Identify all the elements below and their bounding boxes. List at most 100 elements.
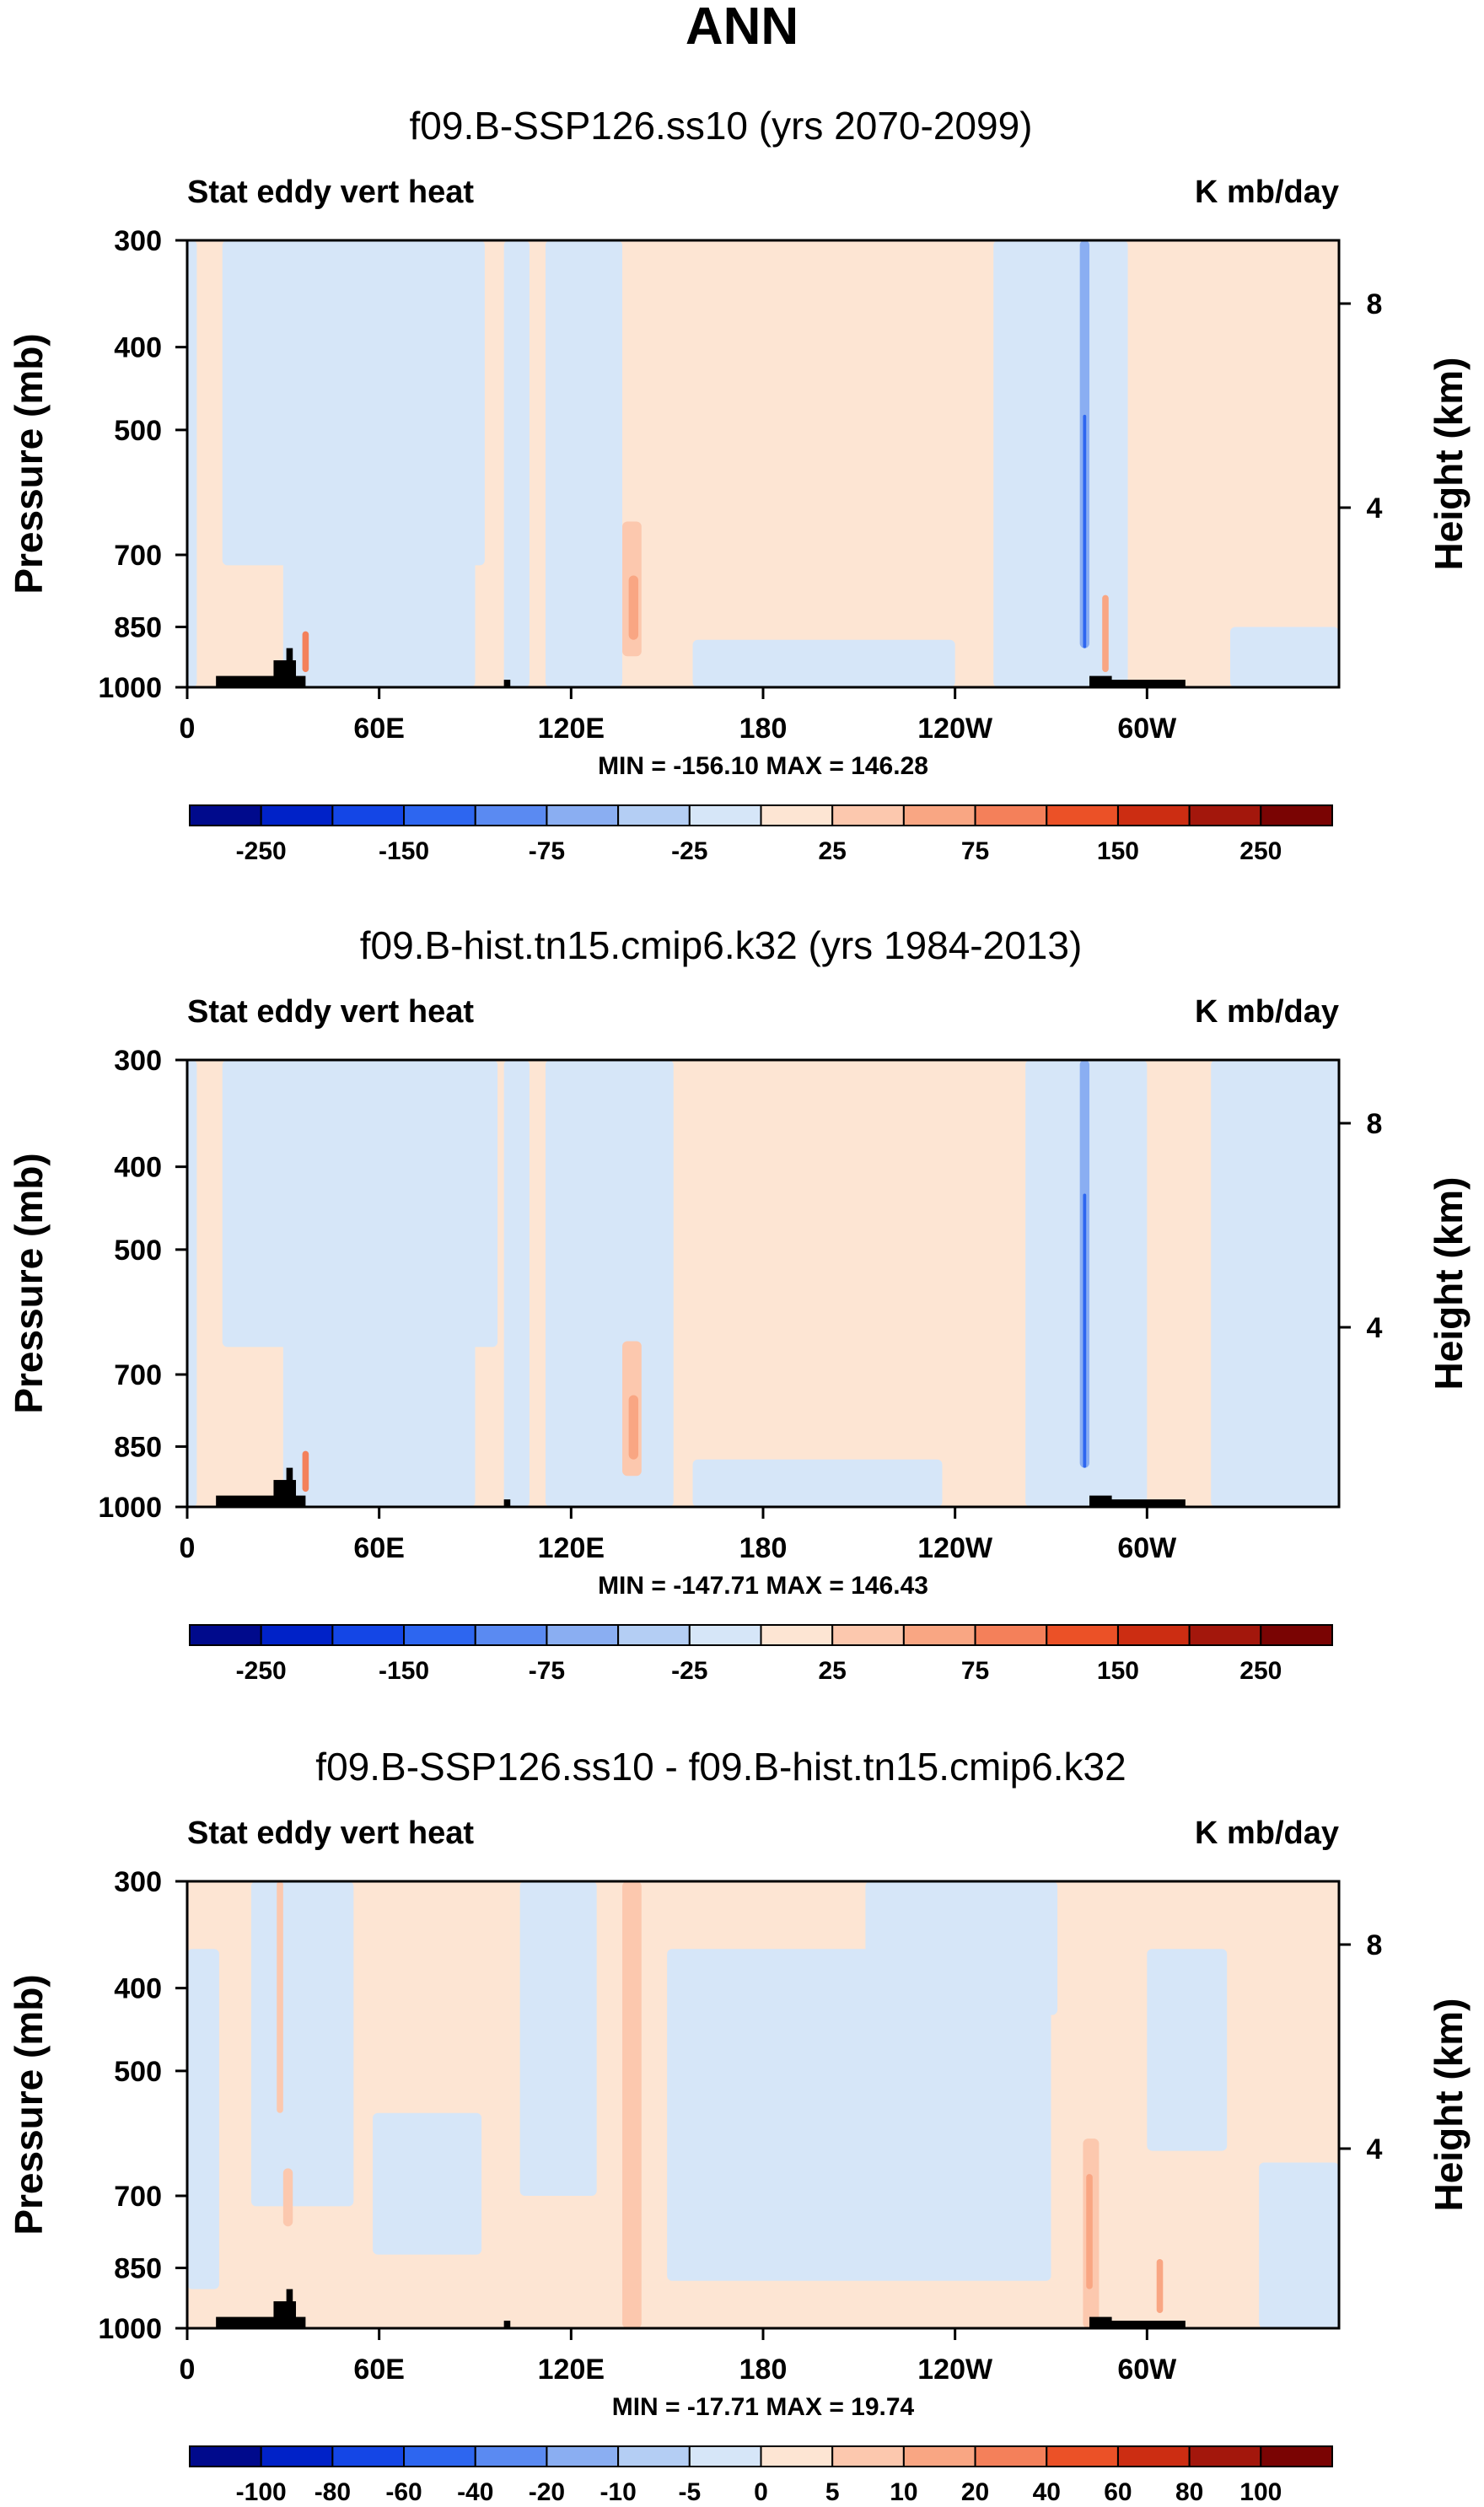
colorbar-label: -250 (236, 837, 287, 865)
variable-label: Stat eddy vert heat (187, 1816, 474, 1851)
y-tick-label: 700 (114, 2181, 162, 2213)
panel-title: f09.B-hist.tn15.cmip6.k32 (yrs 1984-2013… (360, 923, 1083, 967)
colorbar-swatch (760, 1624, 834, 1646)
colorbar-swatch (974, 1624, 1048, 1646)
y-tick-label: 300 (114, 225, 162, 257)
colorbar-label: 60 (1104, 2478, 1132, 2506)
contour-region (503, 1060, 530, 1507)
contour-region (282, 240, 476, 687)
colorbar-label: -10 (600, 2478, 636, 2506)
contour-region (277, 1881, 283, 2113)
x-tick-label: 120E (538, 713, 605, 745)
x-tick-label: 180 (739, 2354, 788, 2386)
terrain-mask (1102, 1499, 1186, 1507)
colorbar-swatch (546, 1624, 620, 1646)
colorbar-label: 75 (961, 1657, 989, 1685)
y-tick-label: 500 (114, 1235, 162, 1267)
colorbar-swatch (760, 804, 834, 826)
contour-region (667, 1949, 1051, 2281)
colorbar-label: -40 (457, 2478, 493, 2506)
y-axis-title: Pressure (mb) (7, 1153, 51, 1413)
colorbar-swatch (189, 1624, 262, 1646)
colorbar-swatch (403, 804, 476, 826)
colorbar-swatch (902, 2445, 976, 2467)
colorbar-label: 0 (754, 2478, 768, 2506)
contour-region (519, 1881, 597, 2196)
colorbar-label: 100 (1239, 2478, 1282, 2506)
colorbar-swatch (1260, 2445, 1333, 2467)
colorbar-swatch (331, 2445, 406, 2467)
y2-tick-label: 8 (1367, 1108, 1383, 1140)
colorbar-swatch (474, 804, 548, 826)
colorbar-swatch (1188, 804, 1262, 826)
colorbar-label: 250 (1239, 837, 1282, 865)
colorbar-label: 75 (961, 837, 989, 865)
colorbar-label: -75 (529, 837, 565, 865)
contour-region (622, 1881, 642, 2328)
colorbar-label: -150 (379, 1657, 429, 1685)
x-tick-label: 120E (538, 2354, 605, 2386)
panel-3: f09.B-SSP126.ss10 - f09.B-hist.tn15.cmip… (7, 1745, 1471, 2506)
x-tick-label: 60E (353, 1532, 405, 1564)
main-title: ANN (686, 0, 798, 56)
colorbar-label: -250 (236, 1657, 287, 1685)
contour-region (1086, 2174, 1093, 2289)
terrain-mask (286, 1467, 293, 1507)
y2-axis-title: Height (km) (1427, 1177, 1471, 1391)
y2-tick-label: 4 (1367, 492, 1383, 525)
terrain-mask (503, 2321, 511, 2328)
x-tick-label: 60W (1117, 1532, 1177, 1564)
colorbar-swatch (260, 1624, 334, 1646)
contour-region (1083, 1193, 1087, 1468)
colorbar-label: 10 (890, 2478, 917, 2506)
colorbar-swatch (688, 2445, 762, 2467)
y2-axis-title: Height (km) (1427, 358, 1471, 571)
colorbar: -100 -80 -60 -40 -20 -10 -5 0 5 10 20 40 60 80 100 (189, 2445, 1333, 2506)
colorbar-swatch (902, 804, 976, 826)
contour-region (373, 2112, 482, 2255)
colorbar-swatch (189, 2445, 262, 2467)
colorbar-label: 150 (1097, 1657, 1139, 1685)
colorbar-label: -150 (379, 837, 429, 865)
y-tick-label: 300 (114, 1866, 162, 1898)
colorbar-label: 25 (819, 837, 847, 865)
x-tick-label: 60E (353, 2354, 405, 2386)
colorbar-label: 20 (961, 2478, 989, 2506)
contour-region (545, 1060, 674, 1507)
colorbar-label: -25 (671, 837, 707, 865)
colorbar-swatch (902, 1624, 976, 1646)
colorbar-label: 150 (1097, 837, 1139, 865)
colorbar: -250 -150 -75 -25 25 75 150 250 (189, 804, 1333, 865)
y-tick-label: 300 (114, 1045, 162, 1077)
contour-region (1147, 1949, 1228, 2151)
panel-title: f09.B-SSP126.ss10 (yrs 2070-2099) (410, 104, 1033, 148)
colorbar-swatch (831, 2445, 905, 2467)
colorbar-label: 5 (825, 2478, 840, 2506)
x-tick-label: 0 (180, 1532, 196, 1564)
colorbar-swatch (1046, 2445, 1119, 2467)
colorbar-swatch (688, 1624, 762, 1646)
colorbar-swatch (331, 1624, 406, 1646)
x-tick-label: 120W (917, 2354, 993, 2386)
contour-region (1083, 414, 1087, 648)
y2-tick-label: 8 (1367, 1929, 1383, 1961)
colorbar-label: 80 (1175, 2478, 1203, 2506)
contour-region (187, 240, 197, 687)
colorbar-label: -100 (236, 2478, 287, 2506)
colorbar-swatch (474, 2445, 548, 2467)
contour-region (628, 575, 639, 640)
colorbar-label: -60 (385, 2478, 422, 2506)
terrain-mask (286, 2289, 293, 2328)
x-tick-label: 60W (1117, 713, 1177, 745)
x-tick-label: 120W (917, 713, 993, 745)
min-max-stats: MIN = -156.10 MAX = 146.28 (598, 752, 928, 780)
colorbar-swatch (546, 804, 620, 826)
contour-region (1156, 2258, 1164, 2314)
terrain-mask (503, 1499, 511, 1507)
units-label: K mb/day (1195, 994, 1339, 1030)
y-axis-title: Pressure (mb) (7, 333, 51, 594)
y2-tick-label: 4 (1367, 1312, 1383, 1344)
colorbar-swatch (1188, 1624, 1262, 1646)
x-tick-label: 120W (917, 1532, 993, 1564)
